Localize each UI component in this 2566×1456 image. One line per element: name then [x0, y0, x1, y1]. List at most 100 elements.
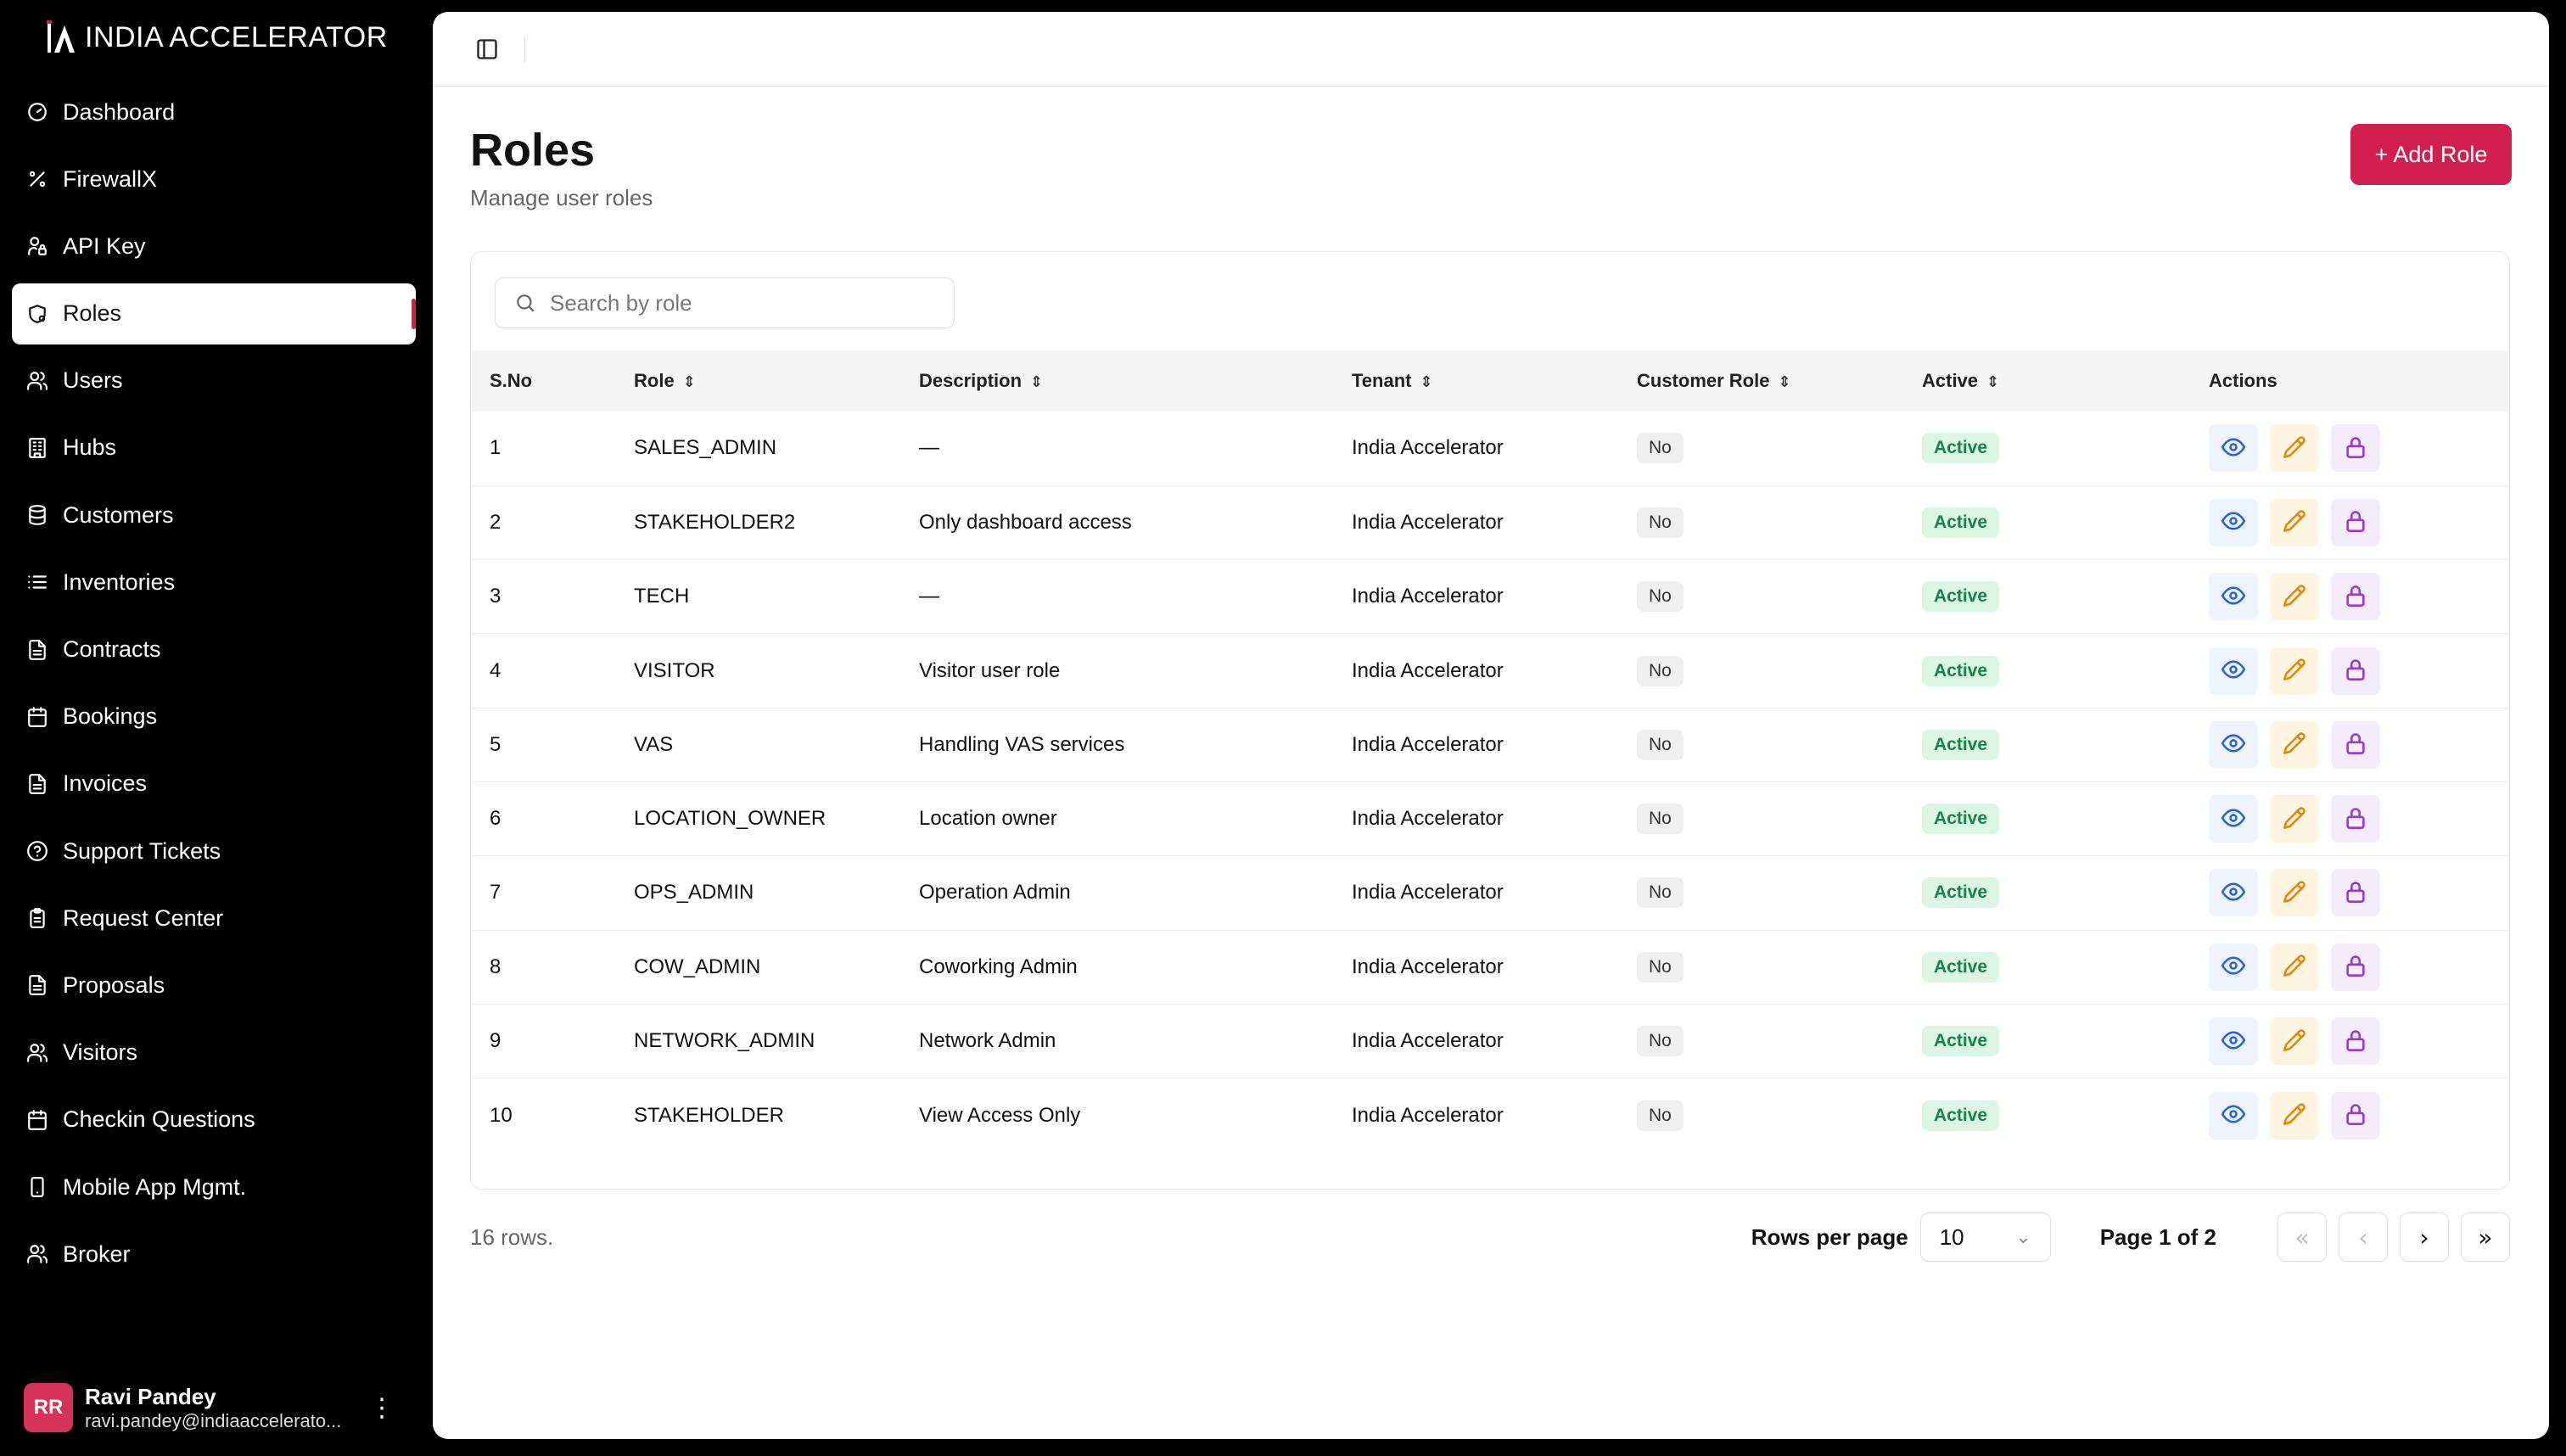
sidebar-item-customers[interactable]: Customers: [12, 484, 416, 546]
table-row: 8 COW_ADMIN Coworking Admin India Accelerat…: [471, 930, 2509, 1005]
permissions-button[interactable]: [2331, 424, 2380, 473]
status-badge: Active: [1922, 1100, 2000, 1131]
lock-icon: [2344, 509, 2367, 535]
edit-button[interactable]: [2270, 647, 2319, 695]
sort-icon[interactable]: ⇕: [1986, 372, 2000, 390]
column-header-active[interactable]: Active ⇕: [1903, 350, 2190, 412]
permissions-button[interactable]: [2331, 720, 2380, 769]
view-button[interactable]: [2209, 573, 2258, 621]
view-button[interactable]: [2209, 424, 2258, 473]
cell-description: Visitor user role: [919, 658, 1061, 682]
sidebar-item-roles[interactable]: Roles: [12, 283, 416, 344]
view-button[interactable]: [2209, 647, 2258, 695]
add-role-button[interactable]: + Add Role: [2350, 124, 2512, 185]
view-button[interactable]: [2209, 869, 2258, 917]
sidebar-item-invoices[interactable]: Invoices: [12, 753, 416, 815]
cell-sno: 2: [490, 510, 501, 534]
edit-button[interactable]: [2270, 795, 2319, 843]
sidebar-item-hubs[interactable]: Hubs: [12, 417, 416, 479]
lock-icon: [2344, 806, 2367, 832]
column-header-description[interactable]: Description ⇕: [900, 350, 1333, 412]
permissions-button[interactable]: [2331, 498, 2380, 546]
sidebar-item-support-tickets[interactable]: Support Tickets: [12, 820, 416, 882]
edit-button[interactable]: [2270, 1091, 2319, 1140]
sidebar-item-api-key[interactable]: API Key: [12, 216, 416, 277]
rows-per-page-select[interactable]: 10 ⌄: [1919, 1212, 2051, 1262]
sort-icon[interactable]: ⇕: [1420, 372, 1433, 390]
sidebar-item-proposals[interactable]: Proposals: [12, 955, 416, 1016]
sidebar-item-contracts[interactable]: Contracts: [12, 619, 416, 680]
edit-button[interactable]: [2270, 1017, 2319, 1066]
previous-page-button[interactable]: ‹: [2339, 1212, 2388, 1262]
column-header-customer-role[interactable]: Customer Role ⇕: [1618, 350, 1903, 412]
status-badge: Active: [1922, 877, 2000, 909]
brand-logo[interactable]: INDIA ACCELERATOR: [46, 17, 388, 58]
cell-description: Only dashboard access: [919, 510, 1132, 534]
pencil-icon: [2283, 1028, 2306, 1055]
edit-button[interactable]: [2270, 498, 2319, 546]
sidebar-item-label: Proposals: [63, 972, 165, 998]
edit-button[interactable]: [2270, 424, 2319, 473]
customer-role-badge: No: [1637, 1100, 1684, 1131]
sidebar-item-users[interactable]: Users: [12, 350, 416, 412]
first-page-button[interactable]: «: [2277, 1212, 2327, 1262]
cell-customer-role: No: [1618, 1078, 1903, 1152]
top-bar: [433, 12, 2549, 87]
sidebar-item-label: Visitors: [63, 1039, 138, 1066]
lock-icon: [2344, 1102, 2367, 1128]
sidebar-item-broker[interactable]: Broker: [12, 1224, 416, 1285]
search-box[interactable]: [495, 277, 955, 328]
column-header-role[interactable]: Role ⇕: [615, 350, 900, 412]
search-input[interactable]: [550, 289, 940, 316]
view-button[interactable]: [2209, 498, 2258, 546]
last-page-button[interactable]: »: [2461, 1212, 2510, 1262]
sidebar-toggle-button[interactable]: [472, 34, 502, 64]
permissions-button[interactable]: [2331, 869, 2380, 917]
permissions-button[interactable]: [2331, 795, 2380, 843]
sort-icon[interactable]: ⇕: [1030, 372, 1044, 390]
permissions-button[interactable]: [2331, 1091, 2380, 1140]
sidebar-item-bookings[interactable]: Bookings: [12, 686, 416, 748]
row-actions: [2209, 943, 2509, 991]
page-header: Roles Manage user roles: [470, 124, 653, 211]
view-button[interactable]: [2209, 1091, 2258, 1140]
sidebar-item-dashboard[interactable]: Dashboard: [12, 81, 416, 143]
table-footer: 16 rows. Rows per page 10 ⌄ Page 1 of 2 …: [470, 1205, 2510, 1269]
cell-active: Active: [1903, 412, 2190, 485]
cell-tenant: India Accelerator: [1352, 955, 1504, 978]
customer-role-badge: No: [1637, 433, 1684, 464]
column-header-tenant[interactable]: Tenant ⇕: [1333, 350, 1618, 412]
cell-active: Active: [1903, 1004, 2190, 1078]
sidebar-item-inventories[interactable]: Inventories: [12, 552, 416, 613]
column-label: Description: [919, 370, 1022, 391]
edit-button[interactable]: [2270, 869, 2319, 917]
view-button[interactable]: [2209, 795, 2258, 843]
cell-description: Handling VAS services: [919, 732, 1125, 756]
sort-icon[interactable]: ⇕: [1778, 372, 1791, 390]
permissions-button[interactable]: [2331, 573, 2380, 621]
edit-button[interactable]: [2270, 720, 2319, 769]
sidebar-item-checkin-questions[interactable]: Checkin Questions: [12, 1089, 416, 1151]
sidebar-item-request-center[interactable]: Request Center: [12, 888, 416, 949]
more-vertical-icon[interactable]: ⋮: [369, 1393, 395, 1422]
row-actions: [2209, 424, 2509, 473]
sidebar-item-mobile-app-mgmt[interactable]: Mobile App Mgmt.: [12, 1156, 416, 1218]
view-button[interactable]: [2209, 943, 2258, 991]
permissions-button[interactable]: [2331, 1017, 2380, 1066]
view-button[interactable]: [2209, 720, 2258, 769]
edit-button[interactable]: [2270, 573, 2319, 621]
permissions-button[interactable]: [2331, 647, 2380, 695]
sidebar-item-visitors[interactable]: Visitors: [12, 1022, 416, 1084]
cell-active: Active: [1903, 781, 2190, 855]
sort-icon[interactable]: ⇕: [682, 372, 696, 390]
sidebar-item-firewallx[interactable]: FirewallX: [12, 148, 416, 210]
table-row: 4 VISITOR Visitor user role India Accelerat…: [471, 634, 2509, 708]
status-badge: Active: [1922, 951, 2000, 983]
user-profile[interactable]: RR Ravi Pandey ravi.pandey@indiaaccelera…: [24, 1378, 397, 1437]
status-badge: Active: [1922, 729, 2000, 760]
next-page-button[interactable]: ›: [2400, 1212, 2449, 1262]
permissions-button[interactable]: [2331, 943, 2380, 991]
edit-button[interactable]: [2270, 943, 2319, 991]
view-button[interactable]: [2209, 1017, 2258, 1066]
pagination: Rows per page 10 ⌄ Page 1 of 2 « ‹ › »: [1751, 1205, 2510, 1269]
